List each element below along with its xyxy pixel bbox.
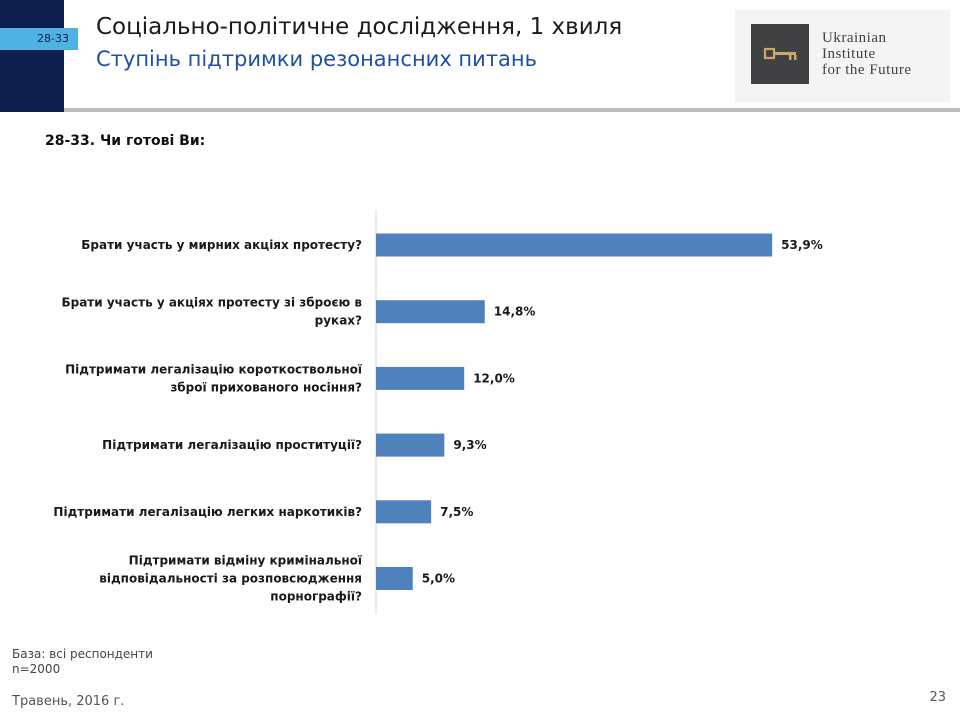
data-label-4: 7,5% — [440, 505, 473, 519]
category-label-0-line-0: Брати участь у мирних акціях протесту? — [81, 238, 362, 252]
bar-5 — [376, 567, 413, 590]
header-left-bar — [0, 0, 64, 112]
category-label-1-line-1: руках? — [315, 314, 362, 328]
page-title: Соціально-політичне дослідження, 1 хвиля — [96, 14, 623, 40]
bar-3 — [376, 433, 445, 457]
category-label-5-line-1: відповідальності за розповсюдження — [99, 572, 362, 586]
category-label-5-line-0: Підтримати відміну кримінальної — [129, 554, 362, 568]
category-label-2-line-0: Підтримати легалізацію короткоствольної — [65, 362, 362, 376]
base-note: База: всі респонденти n=2000 — [12, 647, 153, 677]
logo-line-1: Ukrainian — [822, 30, 887, 46]
key-logo-icon — [751, 24, 809, 84]
logo-line-3: for the Future — [822, 62, 912, 78]
base-respondents: База: всі респонденти — [12, 647, 153, 661]
page-number: 23 — [929, 690, 946, 705]
base-sample-size: n=2000 — [12, 662, 61, 676]
category-label-2-line-1: зброї прихованого носіння? — [170, 380, 362, 394]
data-label-0: 53,9% — [781, 238, 823, 252]
category-label-5-line-2: порнографії? — [270, 590, 362, 604]
question-text: 28-33. Чи готові Ви: — [45, 133, 206, 149]
date-note: Травень, 2016 г. — [12, 694, 125, 709]
data-label-3: 9,3% — [453, 438, 486, 452]
category-label-4-line-0: Підтримати легалізацію легких наркотиків… — [53, 505, 362, 519]
bar-1 — [376, 300, 485, 324]
slide-tag: 28-33 — [0, 28, 78, 50]
logo-wordmark: Ukrainian Institute for the Future — [822, 30, 911, 78]
data-label-2: 12,0% — [473, 371, 515, 385]
category-label-3-line-0: Підтримати легалізацію проституції? — [102, 438, 362, 452]
category-label-1-line-0: Брати участь у акціях протесту зі зброєю… — [61, 296, 362, 310]
logo-line-2: Institute — [822, 46, 876, 62]
page-subtitle: Ступінь підтримки резонансних питань — [96, 47, 538, 71]
data-label-1: 14,8% — [494, 305, 536, 319]
data-label-5: 5,0% — [422, 572, 455, 586]
bar-2 — [376, 366, 465, 390]
bar-0 — [376, 233, 773, 257]
header-divider — [64, 108, 960, 112]
bar-4 — [376, 500, 432, 524]
